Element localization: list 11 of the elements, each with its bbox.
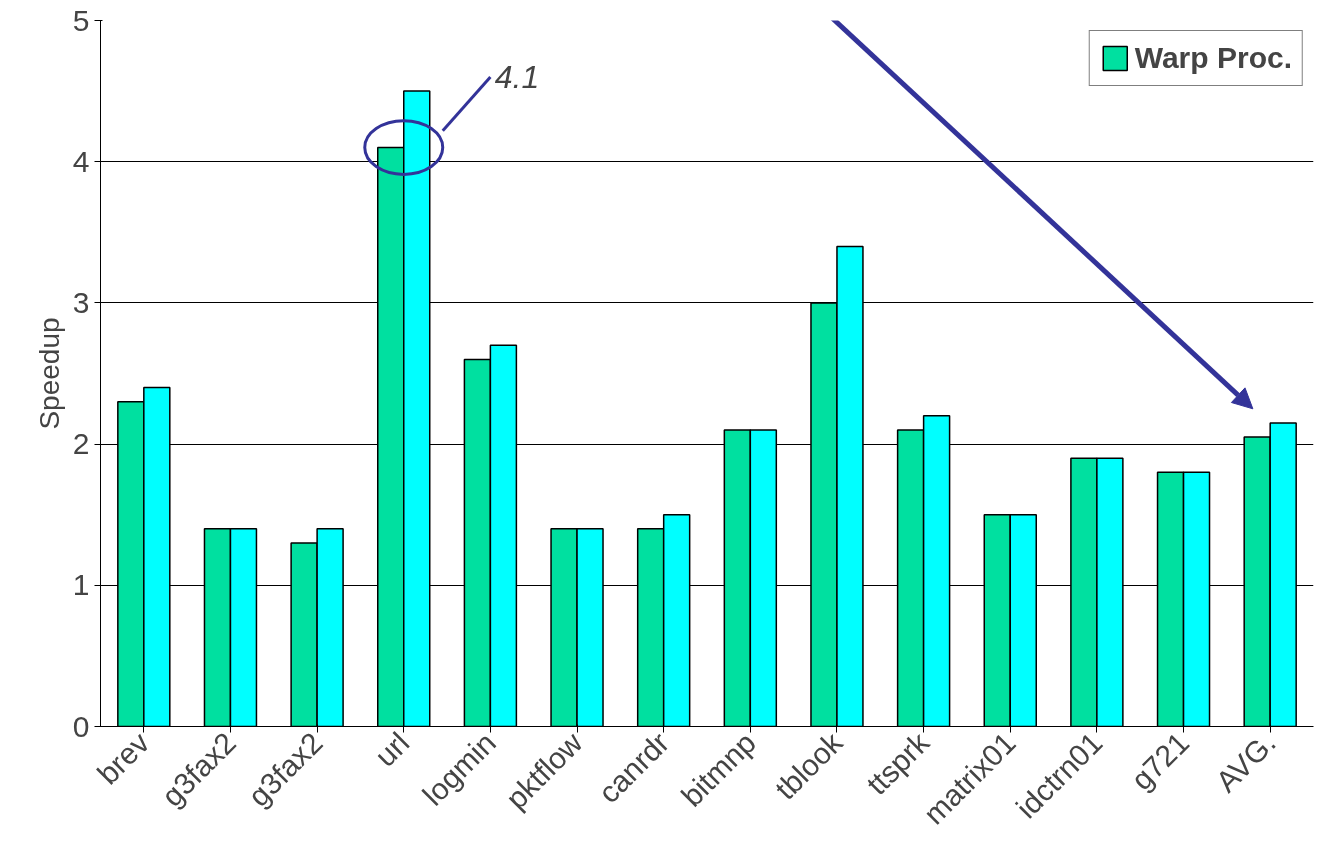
y-tick-label: 3 <box>72 285 90 319</box>
annotation: 4.1 <box>494 59 540 96</box>
x-tick-label: brev <box>90 725 156 791</box>
y-tick-label: 5 <box>72 3 90 37</box>
y-axis-title: Speedup <box>33 317 65 430</box>
legend-label: Warp Proc. <box>1134 41 1292 75</box>
y-tick-label: 4 <box>72 144 90 178</box>
y-tick-label: 2 <box>72 427 90 461</box>
x-tick-label: url <box>368 725 416 773</box>
y-tick-label: 1 <box>72 568 90 602</box>
y-tick-label: 0 <box>72 709 90 743</box>
